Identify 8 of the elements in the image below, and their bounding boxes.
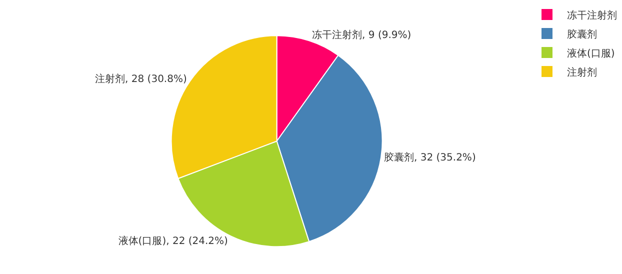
legend-label: 胶囊剂 — [567, 28, 597, 40]
data-label: 胶囊剂, 32 (35.2%) — [384, 152, 476, 164]
legend-label: 注射剂 — [567, 66, 597, 78]
data-label: 液体(口服), 22 (24.2%) — [118, 235, 228, 248]
data-label: 冻干注射剂, 9 (9.9%) — [312, 29, 412, 42]
legend-label: 冻干注射剂 — [567, 9, 617, 22]
data-label: 注射剂, 28 (30.8%) — [95, 73, 187, 86]
legend-label: 液体(口服) — [567, 47, 615, 60]
